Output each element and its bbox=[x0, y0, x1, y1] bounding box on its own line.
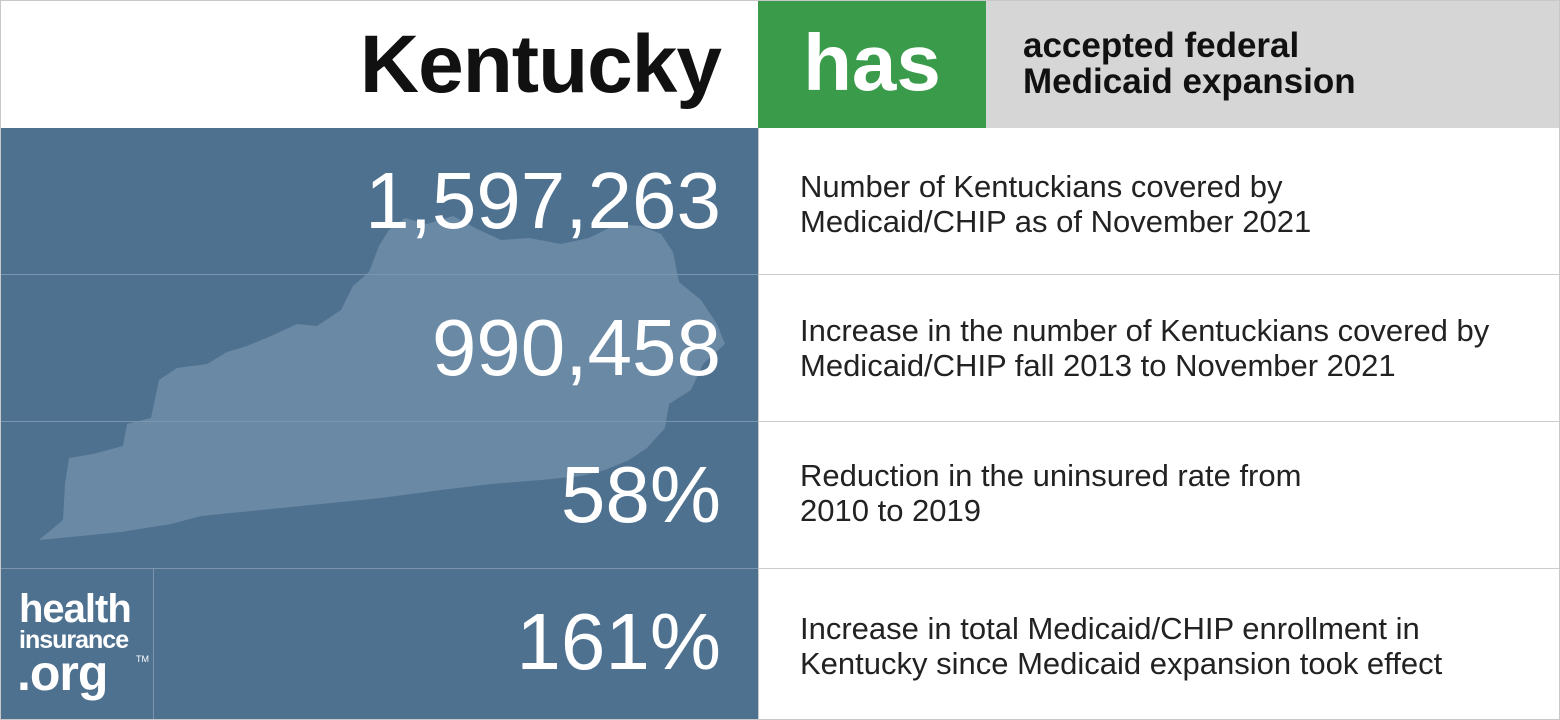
logo-trademark: TM bbox=[136, 654, 149, 664]
status-badge: has bbox=[758, 1, 986, 128]
stats-panel: 1,597,263 990,458 58% 161% health insura… bbox=[1, 128, 758, 719]
stat-description-increase-covered: Increase in the number of Kentuckians co… bbox=[800, 313, 1540, 383]
status-description-line-2: Medicaid expansion bbox=[1023, 62, 1356, 101]
row-divider bbox=[1, 274, 758, 275]
stat-value-total-covered: 1,597,263 bbox=[365, 156, 721, 245]
description-line: Kentucky since Medicaid expansion took e… bbox=[800, 646, 1443, 681]
logo-text-insurance: insurance bbox=[19, 626, 129, 654]
description-line: Increase in the number of Kentuckians co… bbox=[800, 313, 1490, 348]
description-line: Medicaid/CHIP fall 2013 to November 2021 bbox=[800, 348, 1396, 383]
description-line: Reduction in the uninsured rate from bbox=[800, 458, 1302, 493]
description-line: Medicaid/CHIP as of November 2021 bbox=[800, 204, 1312, 239]
stat-value-uninsured-reduction: 58% bbox=[560, 450, 721, 539]
row-divider bbox=[759, 421, 1559, 422]
stat-value-increase-covered: 990,458 bbox=[431, 303, 721, 392]
row-divider bbox=[1, 421, 758, 422]
stat-description-total-covered: Number of Kentuckians covered by Medicai… bbox=[800, 169, 1540, 239]
state-name: Kentucky bbox=[359, 19, 722, 110]
healthinsurance-org-logo: health insurance .org TM bbox=[1, 569, 154, 719]
description-line: Number of Kentuckians covered by bbox=[800, 169, 1283, 204]
description-line: Increase in total Medicaid/CHIP enrollme… bbox=[800, 611, 1420, 646]
stat-value-enrollment-increase: 161% bbox=[516, 597, 721, 686]
descriptions-panel: Number of Kentuckians covered by Medicai… bbox=[758, 128, 1559, 719]
logo-text-health: health bbox=[19, 587, 132, 631]
stat-description-uninsured-reduction: Reduction in the uninsured rate from 201… bbox=[800, 458, 1540, 528]
header: Kentucky has accepted federal Medicaid e… bbox=[1, 1, 1559, 128]
logo-text-org: .org bbox=[17, 645, 108, 701]
row-divider bbox=[759, 274, 1559, 275]
row-divider bbox=[759, 568, 1559, 569]
stat-description-enrollment-increase: Increase in total Medicaid/CHIP enrollme… bbox=[800, 611, 1540, 681]
description-line: 2010 to 2019 bbox=[800, 493, 982, 528]
row-divider bbox=[1, 568, 758, 569]
status-description: accepted federal Medicaid expansion bbox=[986, 1, 1559, 128]
kentucky-map-icon bbox=[39, 216, 725, 540]
status-description-line-1: accepted federal bbox=[1023, 26, 1300, 65]
